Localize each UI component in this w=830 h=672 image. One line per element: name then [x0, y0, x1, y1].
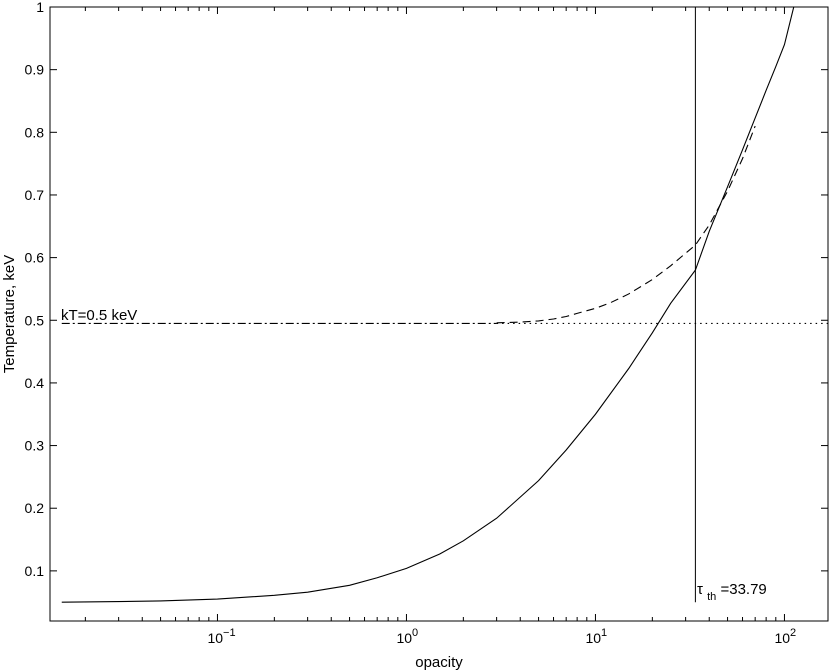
- y-tick-label: 0.6: [25, 250, 45, 266]
- y-tick-label: 0.4: [25, 375, 45, 391]
- y-tick-label: 0.8: [25, 124, 45, 140]
- axis-tick-labels: 0.1 0.2 0.3 0.4 0.5 0.6 0.7 0.8 0.9 1 10−1 100 101 10…: [25, 0, 797, 646]
- x-tick-label: 100: [396, 627, 418, 646]
- tau-value: =33.79: [720, 581, 766, 598]
- series-line-solid: [61, 6, 795, 603]
- x-tick-label: 101: [585, 627, 607, 646]
- y-tick-label: 0.9: [25, 62, 45, 78]
- y-tick-label: 1: [36, 0, 44, 15]
- x-tick-label: 10−1: [207, 627, 235, 646]
- y-axis-label: Temperature, keV: [1, 255, 18, 373]
- plot-frame: [49, 6, 829, 622]
- y-tick-label: 0.1: [25, 563, 45, 579]
- y-tick-label: 0.2: [25, 500, 45, 516]
- axis-ticks: [50, 6, 828, 621]
- tau-symbol: τ: [697, 581, 703, 598]
- series-line-dashed: [496, 125, 756, 324]
- tau-annotation: τ th =33.79: [697, 581, 767, 604]
- x-axis-label: opacity: [415, 654, 463, 671]
- kT-annotation: kT=0.5 keV: [61, 307, 137, 324]
- y-tick-label: 0.3: [25, 438, 45, 454]
- y-tick-label: 0.5: [25, 312, 45, 328]
- y-tick-label: 0.7: [25, 187, 45, 203]
- x-tick-label: 102: [774, 627, 796, 646]
- series-layer: [61, 6, 828, 603]
- tau-subscript: th: [707, 591, 716, 603]
